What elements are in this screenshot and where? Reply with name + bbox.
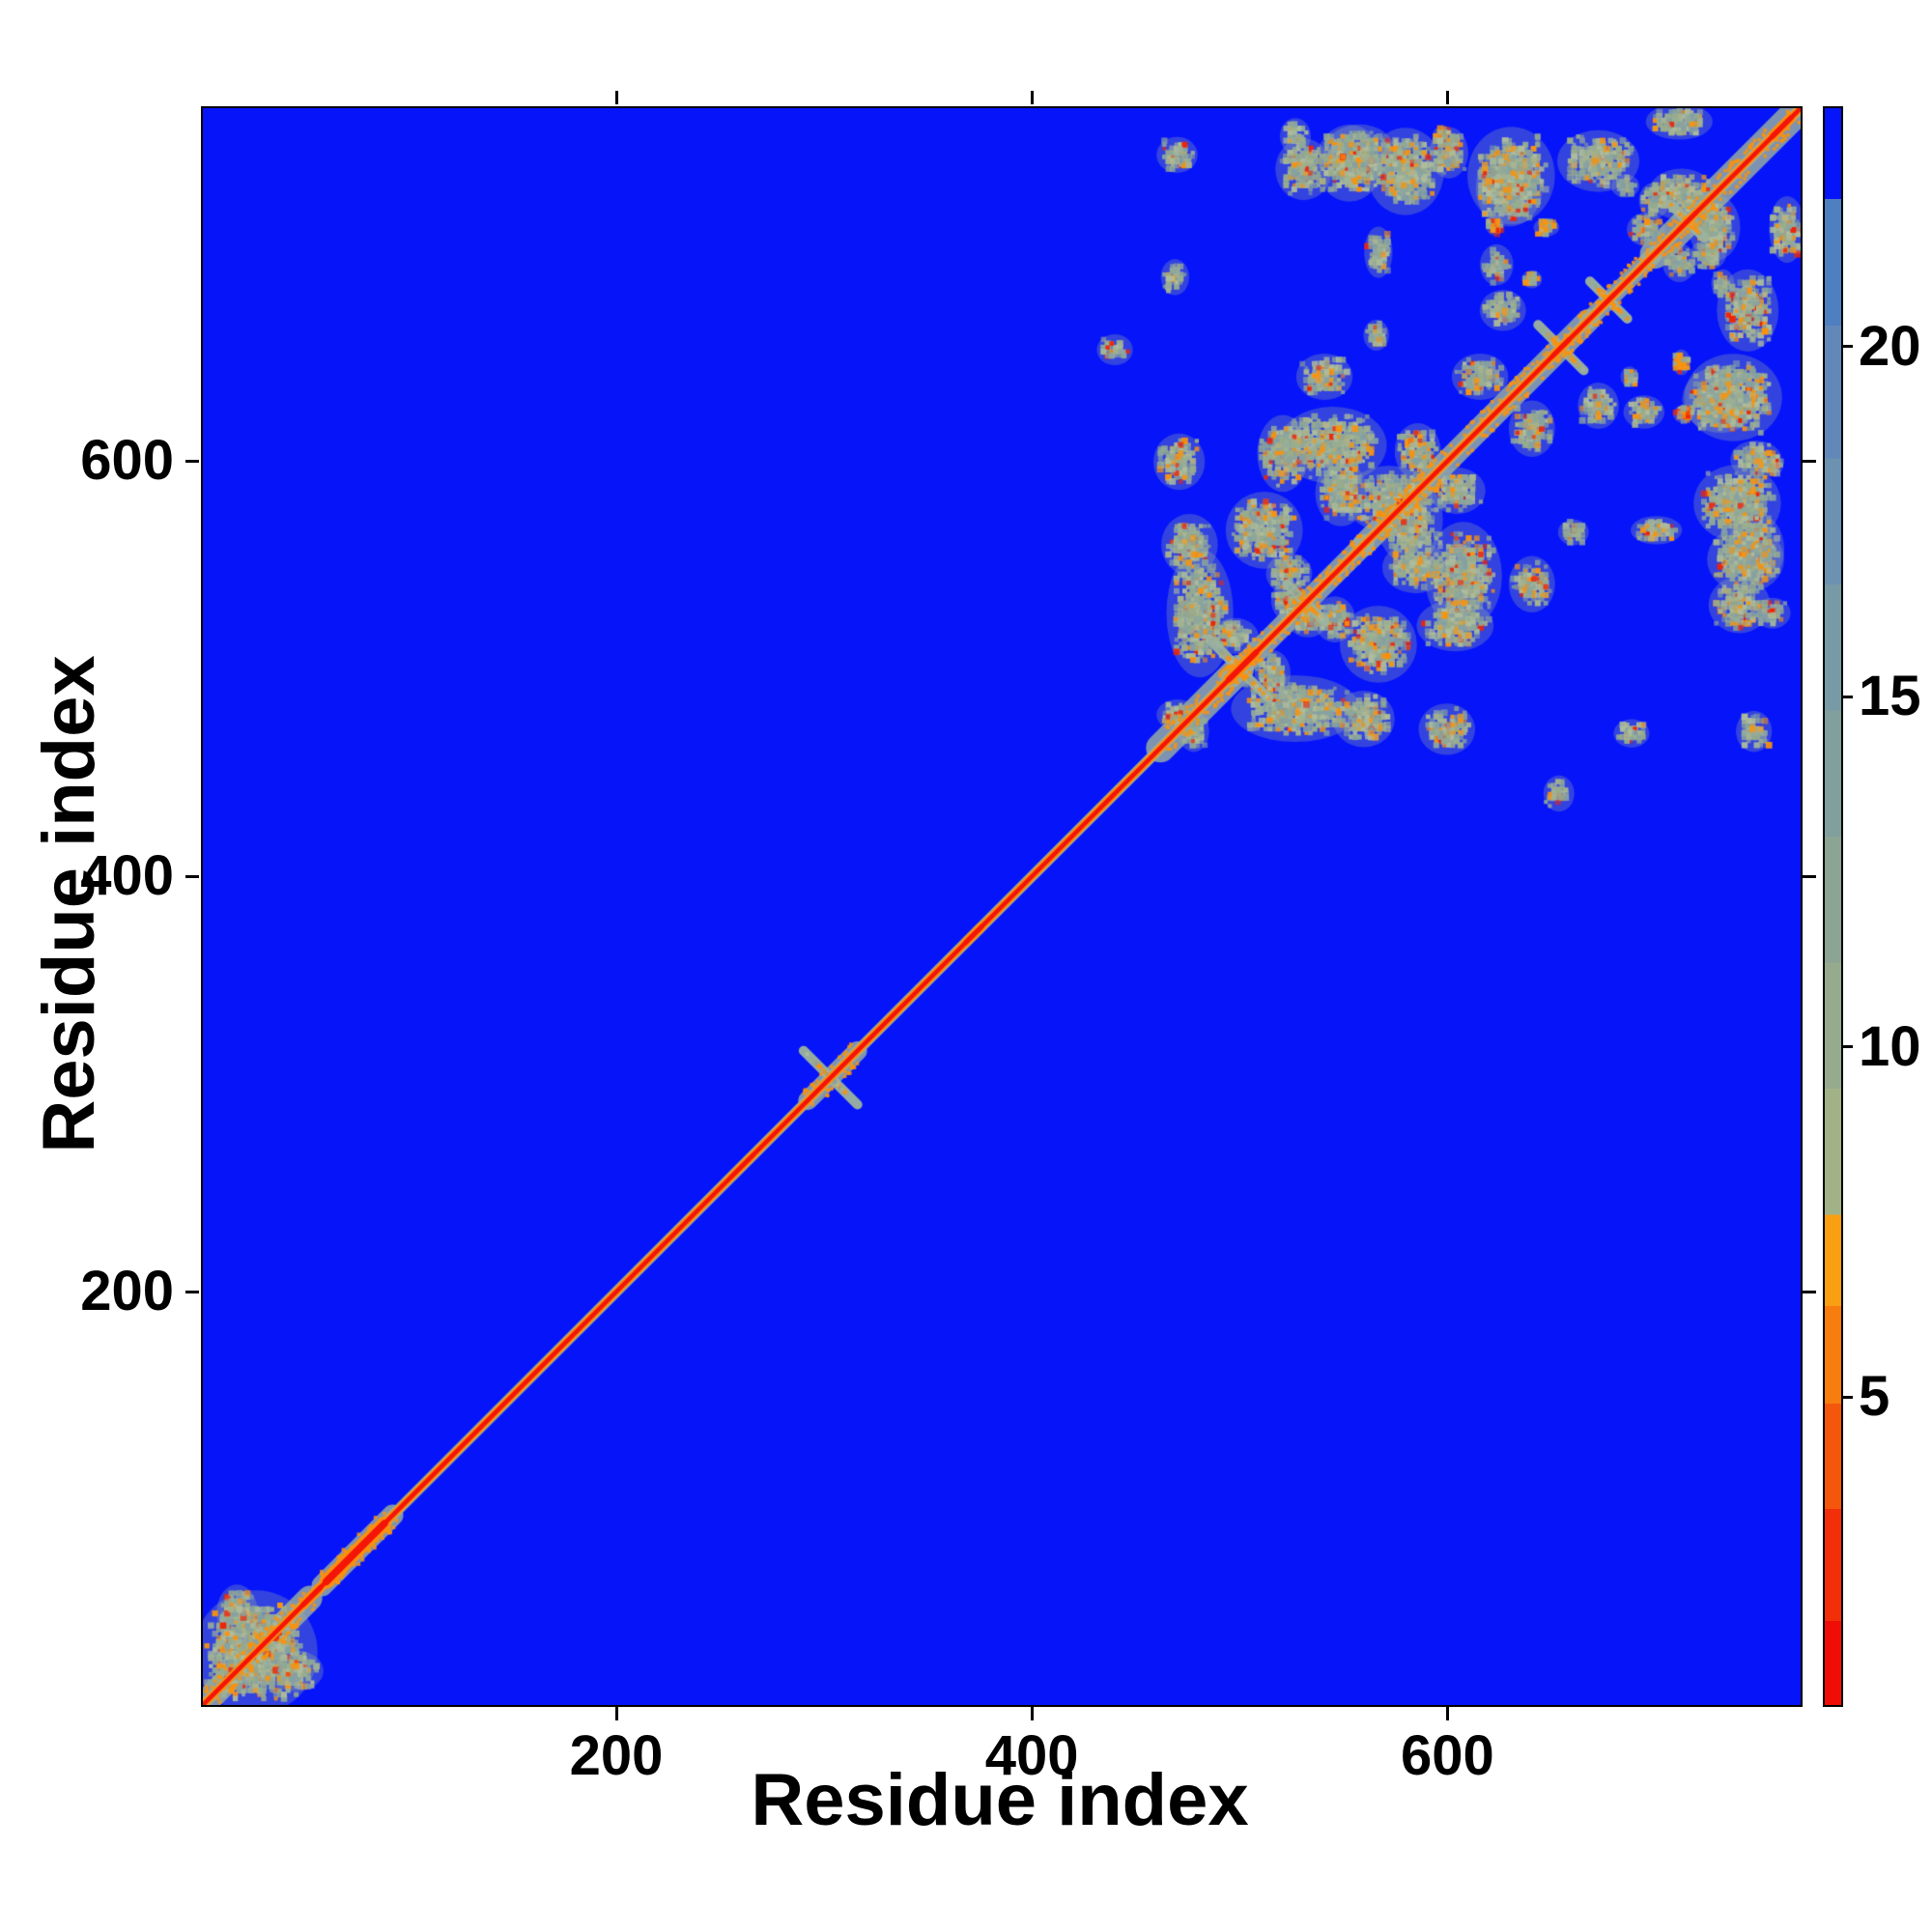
colorbar-tick-label: 15: [1859, 665, 1921, 727]
colorbar-tick: [1843, 695, 1853, 698]
y-tick-label: 400: [80, 844, 174, 908]
colorbar-tick: [1843, 345, 1853, 348]
y-axis-right-tick: [1803, 1290, 1816, 1293]
x-tick-label: 600: [1400, 1724, 1494, 1787]
y-axis-right-tick: [1803, 874, 1816, 878]
x-axis-tick: [1445, 1707, 1449, 1720]
x-tick-label: 200: [569, 1724, 664, 1787]
y-axis-tick: [185, 459, 199, 463]
colorbar: [1823, 106, 1843, 1707]
x-axis-top-tick: [1445, 91, 1449, 104]
x-axis-tick: [614, 1707, 618, 1720]
x-axis-tick: [1030, 1707, 1034, 1720]
plot-area: [201, 106, 1803, 1707]
y-axis-tick: [185, 874, 199, 878]
x-axis-top-tick: [1030, 91, 1034, 104]
y-tick-label: 600: [80, 429, 174, 493]
colorbar-tick-label: 5: [1859, 1365, 1890, 1428]
heatmap-canvas: [203, 108, 1801, 1705]
x-axis-title: Residue index: [751, 1759, 1249, 1841]
colorbar-tick: [1843, 1045, 1853, 1048]
colorbar-tick: [1843, 1395, 1853, 1399]
colorbar-tick-label: 10: [1859, 1014, 1921, 1078]
y-axis-tick: [185, 1290, 199, 1293]
y-tick-label: 200: [80, 1260, 174, 1323]
x-axis-top-tick: [614, 91, 618, 104]
x-tick-label: 400: [984, 1724, 1079, 1787]
y-axis-right-tick: [1803, 459, 1816, 463]
colorbar-tick-label: 20: [1859, 314, 1921, 378]
y-axis-title: Residue index: [28, 655, 110, 1153]
